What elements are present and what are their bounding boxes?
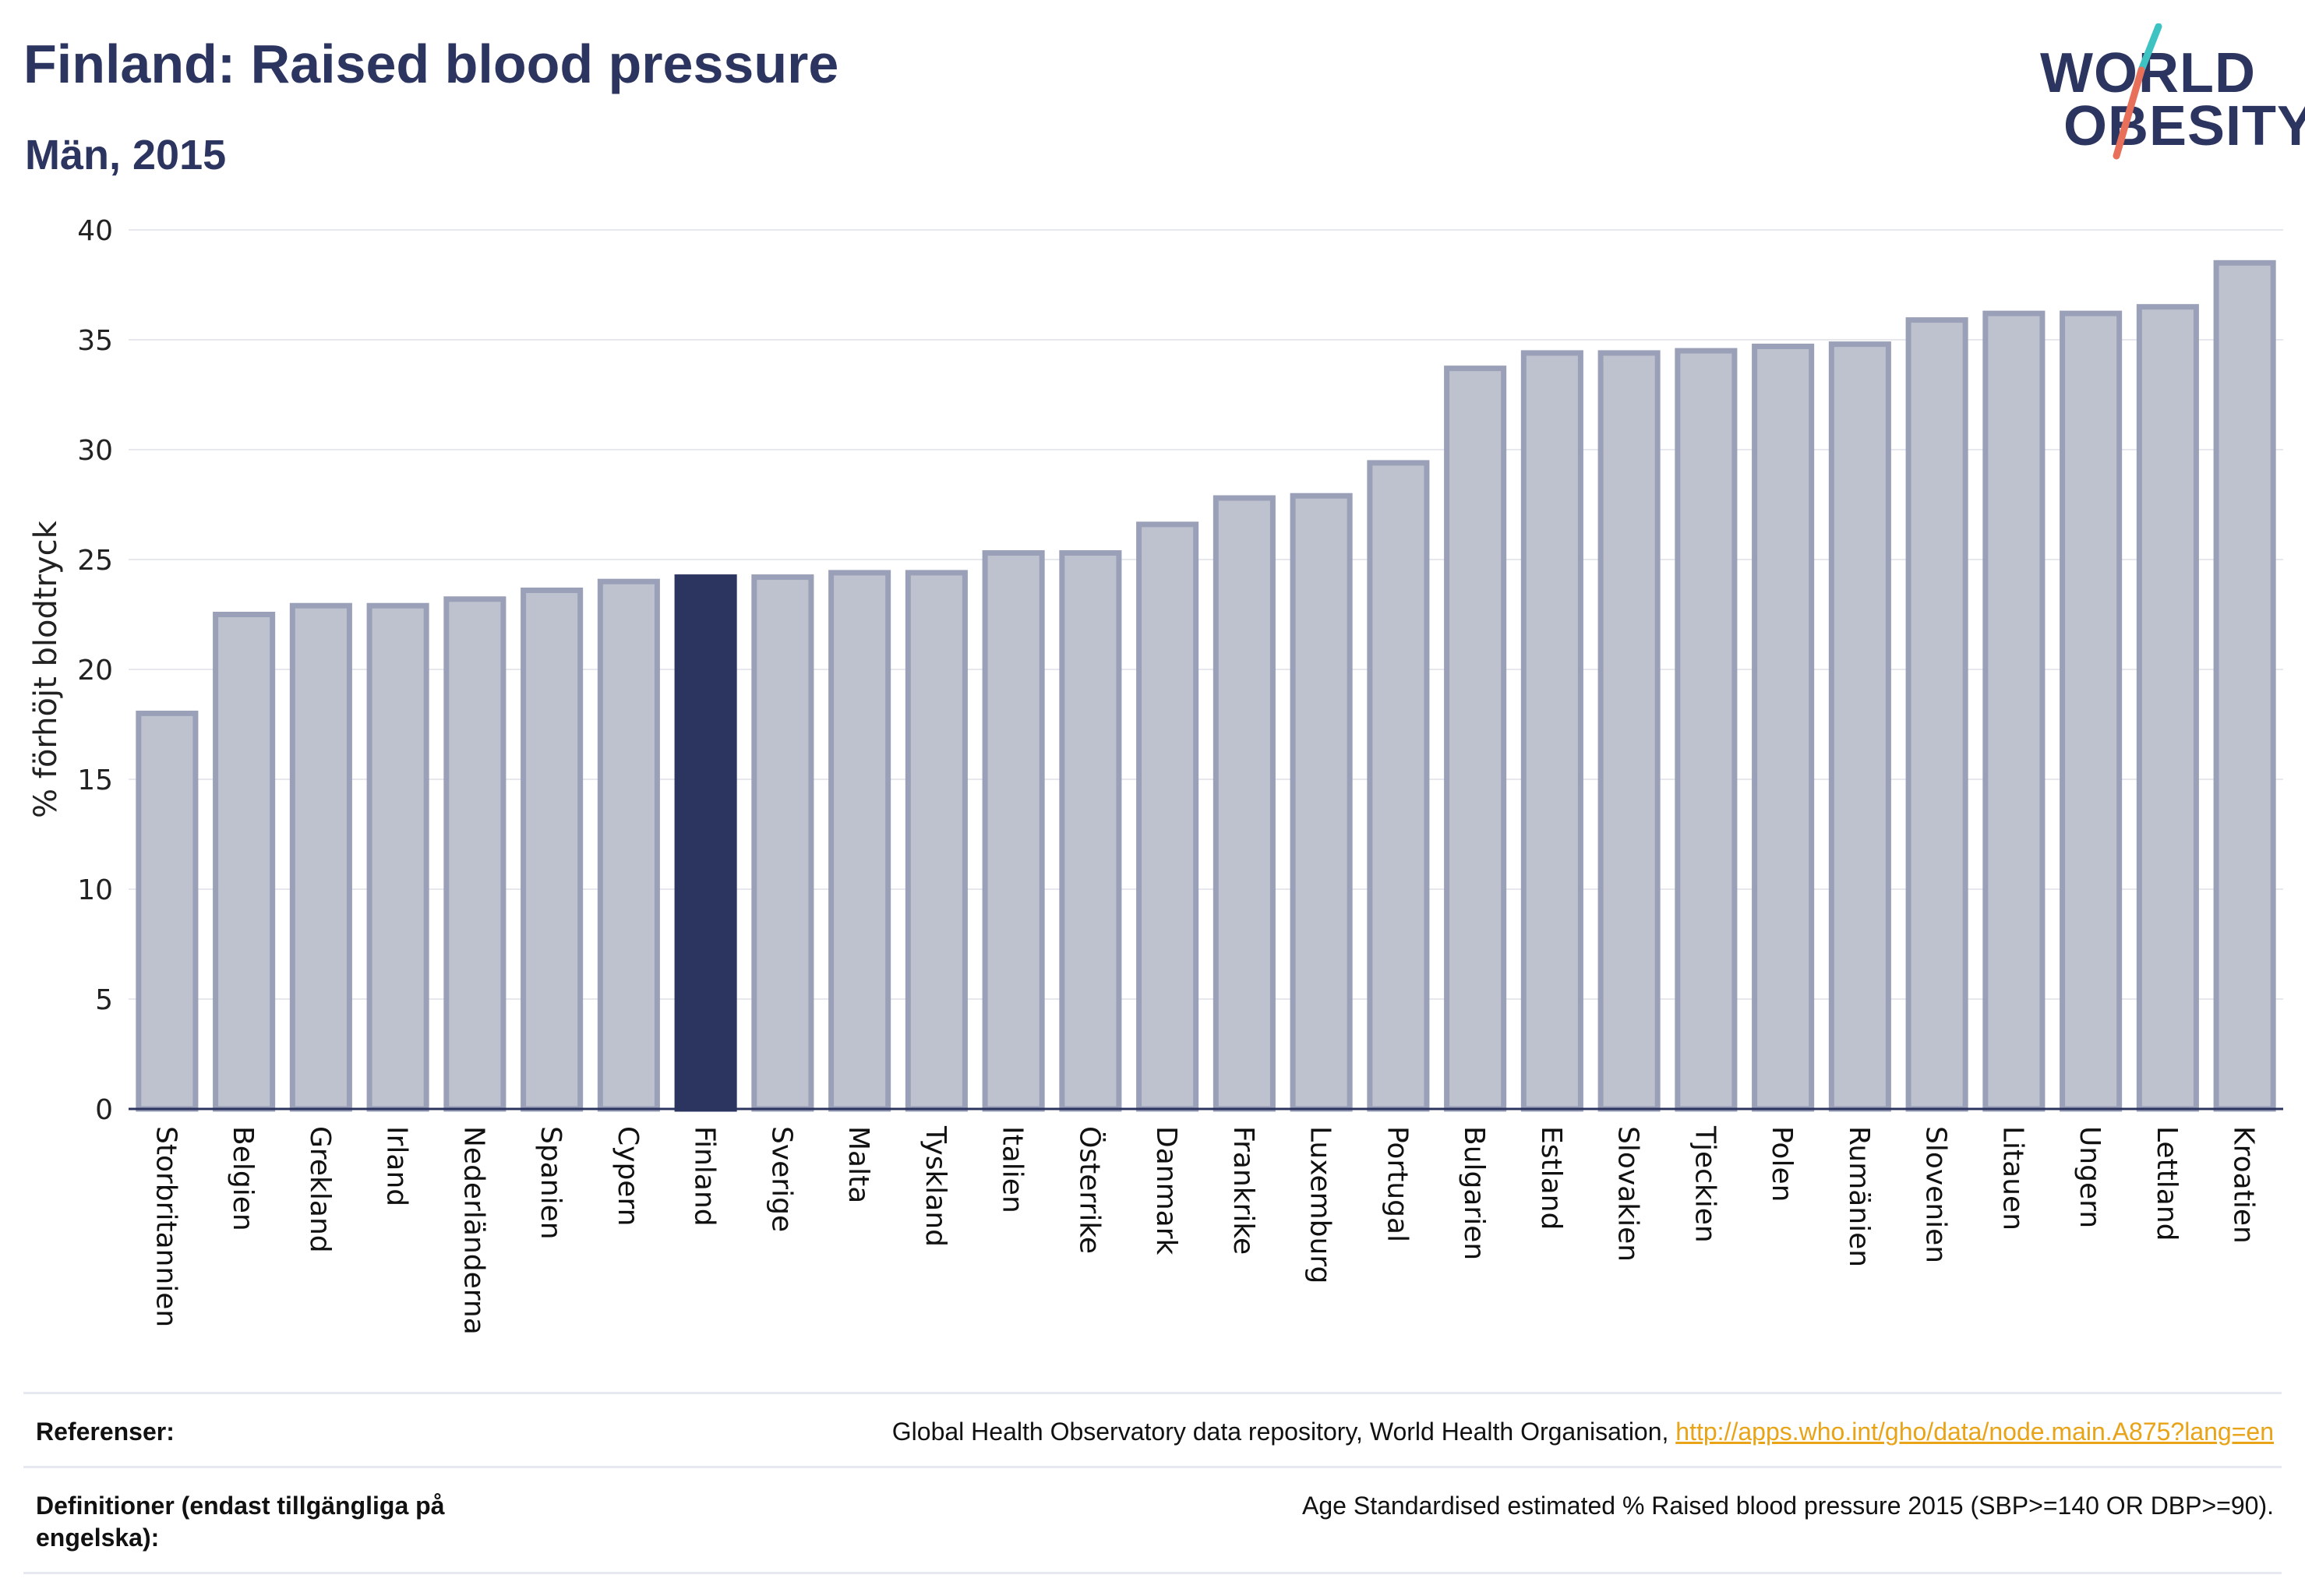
bar <box>905 570 968 1112</box>
footer-table: Referenser: Global Health Observatory da… <box>23 1392 2282 1574</box>
x-tick-label: Belgien <box>227 1126 259 1231</box>
x-tick-label: Polen <box>1766 1126 1798 1202</box>
x-tick-label: Finland <box>689 1126 721 1227</box>
x-tick-label: Malta <box>842 1126 874 1203</box>
bar <box>443 596 507 1112</box>
bar-chart: 0 5 10 15 20 25 30 35 40 Storbritannien Belgien Gr… <box>28 215 2283 1335</box>
references-link[interactable]: http://apps.who.int/gho/data/node.main.A… <box>1675 1418 2274 1446</box>
x-tick-label: Tjeckien <box>1689 1125 1721 1243</box>
references-value: Global Health Observatory data repositor… <box>892 1416 2274 1449</box>
y-tick-label: 40 <box>77 215 113 247</box>
chart-title: Finland: Raised blood pressure <box>23 34 839 94</box>
definitions-label: Definitioner (endast tillgängliga på eng… <box>36 1491 445 1552</box>
x-tick-label: Sverige <box>765 1126 797 1232</box>
y-axis-label: % förhöjt blodtryck <box>28 520 64 818</box>
x-tick-label: Grekland <box>304 1126 336 1253</box>
x-tick-label: Italien <box>997 1126 1029 1213</box>
x-tick-label: Storbritannien <box>150 1126 182 1327</box>
definitions-row: Definitioner (endast tillgängliga på eng… <box>23 1465 2282 1574</box>
x-tick-label: Tyskland <box>920 1125 951 1247</box>
x-tick-label: Cypern <box>612 1126 644 1226</box>
bar-highlighted <box>674 574 737 1112</box>
bar <box>1213 495 1276 1112</box>
y-tick-label: 0 <box>95 1094 113 1126</box>
bar <box>2136 304 2199 1112</box>
x-tick-label: Danmark <box>1150 1126 1182 1255</box>
bar <box>2060 310 2123 1112</box>
chart-subtitle: Män, 2015 <box>25 132 227 178</box>
y-tick-label: 25 <box>77 545 113 577</box>
bar <box>597 578 660 1112</box>
bar <box>1136 521 1199 1112</box>
y-tick-label: 35 <box>77 325 113 357</box>
x-tick-label: Rumänien <box>1843 1126 1875 1267</box>
bar <box>1982 310 2046 1112</box>
x-tick-label: Bulgarien <box>1458 1126 1490 1260</box>
y-tick-label: 5 <box>95 984 113 1016</box>
x-tick-label: Portugal <box>1381 1126 1413 1242</box>
logo-slash-icon <box>2113 23 2162 160</box>
x-tick-label: Österrike <box>1073 1126 1106 1254</box>
x-tick-label: Luxemburg <box>1304 1126 1336 1284</box>
world-obesity-logo: WORLD OBESITY <box>2034 23 2305 164</box>
bar <box>1444 365 1507 1112</box>
bar <box>366 602 429 1112</box>
bar <box>289 602 352 1112</box>
references-label: Referenser: <box>36 1418 175 1446</box>
x-tick-label: Kroatien <box>2228 1126 2260 1244</box>
bar <box>982 550 1045 1112</box>
y-tick-label: 30 <box>77 435 113 467</box>
y-tick-label: 15 <box>77 764 113 796</box>
x-tick-label: Slovenien <box>1920 1126 1952 1263</box>
bar <box>213 612 276 1112</box>
references-row: Referenser: Global Health Observatory da… <box>23 1392 2282 1466</box>
bar <box>136 710 199 1112</box>
bar <box>1597 350 1661 1112</box>
y-tick-label: 10 <box>77 874 113 906</box>
definitions-value: Age Standardised estimated % Raised bloo… <box>1302 1491 2274 1520</box>
x-tick-label: Spanien <box>535 1126 567 1240</box>
bar <box>1675 348 1738 1112</box>
bar <box>1520 350 1583 1112</box>
x-tick-label: Lettland <box>2151 1126 2183 1241</box>
bar <box>1752 343 1815 1112</box>
y-tick-label: 20 <box>77 655 113 687</box>
references-text: Global Health Observatory data repositor… <box>891 1418 1676 1446</box>
bar <box>1828 341 1891 1112</box>
x-axis-ticks: Storbritannien Belgien Grekland Irland Neder… <box>150 1125 2259 1335</box>
bar <box>1290 493 1353 1112</box>
bar <box>2213 260 2276 1112</box>
x-tick-label: Estland <box>1535 1126 1567 1230</box>
x-tick-label: Frankrike <box>1227 1126 1259 1255</box>
bar <box>521 587 584 1112</box>
bars <box>136 260 2276 1112</box>
bar <box>1367 460 1430 1112</box>
bar <box>1905 317 1968 1112</box>
x-tick-label: Ungern <box>2074 1126 2106 1228</box>
bar <box>1059 550 1122 1112</box>
bar <box>828 570 891 1112</box>
bar <box>751 574 814 1112</box>
logo-line-2: OBESITY <box>2063 95 2305 157</box>
x-tick-label: Litauen <box>1996 1126 2028 1231</box>
x-tick-label: Slovakien <box>1612 1126 1644 1262</box>
x-tick-label: Irland <box>381 1126 413 1206</box>
x-tick-label: Nederländerna <box>457 1126 489 1335</box>
y-axis-ticks: 0 5 10 15 20 25 30 35 40 <box>77 215 113 1126</box>
